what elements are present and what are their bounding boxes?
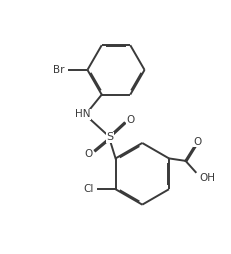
Text: HN: HN [75,109,90,119]
Text: Br: Br [53,65,64,75]
Text: S: S [106,132,113,142]
Text: O: O [126,115,134,125]
Text: O: O [193,136,201,147]
Text: Cl: Cl [83,184,94,194]
Text: O: O [84,149,93,159]
Text: OH: OH [199,173,215,183]
